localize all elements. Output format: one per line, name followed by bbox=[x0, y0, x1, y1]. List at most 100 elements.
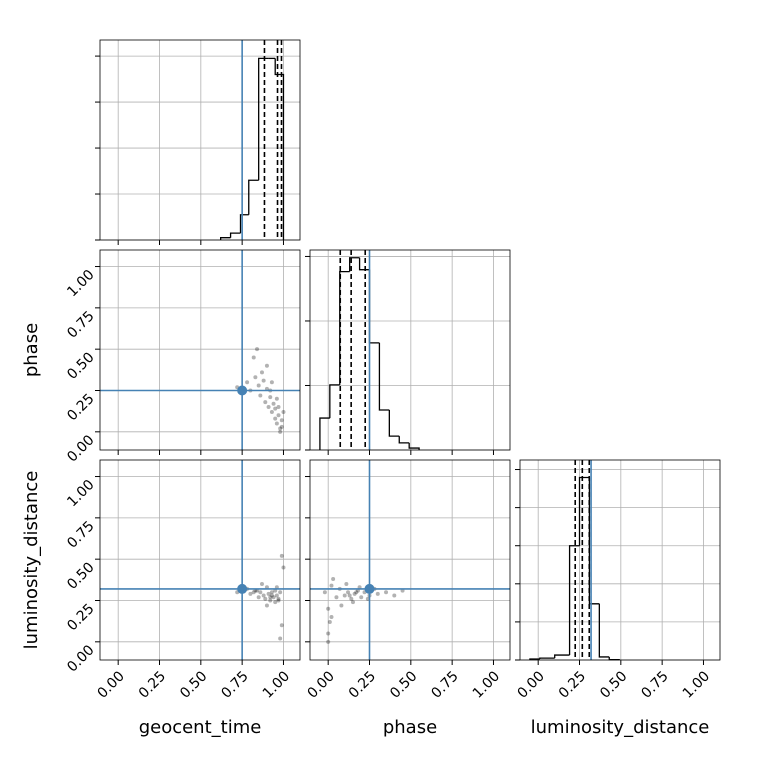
histogram-bin bbox=[578, 476, 590, 546]
sample-point bbox=[276, 413, 281, 418]
histogram-bin bbox=[319, 417, 330, 450]
panel-frame bbox=[519, 459, 721, 661]
sample-point bbox=[269, 409, 274, 414]
sample-point bbox=[273, 416, 278, 421]
sample-point bbox=[347, 593, 352, 598]
sample-point bbox=[266, 591, 271, 596]
sample-point bbox=[276, 596, 281, 601]
panel-frame bbox=[99, 249, 301, 451]
sample-point bbox=[349, 596, 354, 601]
histogram-bin bbox=[358, 257, 370, 271]
x-tick-label: 0.00 bbox=[514, 668, 547, 701]
sample-point bbox=[276, 405, 281, 410]
x-tick-label: 0.75 bbox=[218, 668, 251, 701]
sample-point bbox=[256, 595, 261, 600]
histogram-bin bbox=[554, 654, 570, 659]
y-tick-label: 1.00 bbox=[64, 477, 97, 510]
sample-point bbox=[339, 603, 344, 608]
x-tick-label: 0.25 bbox=[556, 668, 589, 701]
sample-point bbox=[326, 639, 331, 644]
x-tick-label: 0.00 bbox=[304, 668, 337, 701]
y-tick-label: 0.00 bbox=[64, 432, 97, 465]
sample-point bbox=[268, 598, 273, 603]
y-tick-label: 0.75 bbox=[64, 518, 97, 551]
sample-point bbox=[326, 606, 331, 611]
sample-point bbox=[274, 396, 279, 401]
panel-frame bbox=[99, 39, 301, 241]
histogram-bin bbox=[274, 58, 285, 240]
y-tick-label: 0.50 bbox=[64, 560, 97, 593]
sample-point bbox=[245, 380, 250, 385]
x-tick-label: 0.75 bbox=[428, 668, 461, 701]
sample-point bbox=[279, 623, 284, 628]
sample-point bbox=[248, 591, 253, 596]
sample-point bbox=[268, 395, 273, 400]
x-tick-label: 0.00 bbox=[94, 668, 127, 701]
sample-point bbox=[273, 406, 278, 411]
sample-point bbox=[258, 393, 263, 398]
sample-point bbox=[269, 593, 274, 598]
histogram-bin bbox=[220, 237, 231, 240]
sample-point bbox=[326, 631, 331, 636]
x-tick-label: 0.25 bbox=[136, 668, 169, 701]
truth-point bbox=[237, 385, 248, 396]
sample-point bbox=[354, 590, 359, 595]
panel-frame bbox=[99, 459, 301, 661]
x-axis-label: phase bbox=[383, 717, 437, 738]
histogram-bin bbox=[329, 384, 340, 419]
y-axis-label: luminosity_distance bbox=[21, 471, 42, 650]
sample-point bbox=[281, 565, 286, 570]
sample-point bbox=[269, 380, 274, 385]
sample-point bbox=[271, 595, 276, 600]
x-tick-label: 0.50 bbox=[597, 668, 630, 701]
histogram-bin bbox=[539, 657, 555, 660]
y-tick-label: 0.00 bbox=[64, 642, 97, 675]
sample-point bbox=[263, 596, 268, 601]
x-tick-label: 0.25 bbox=[346, 668, 379, 701]
sample-point bbox=[327, 619, 332, 624]
truth-point bbox=[237, 583, 248, 594]
sample-point bbox=[278, 429, 283, 434]
sample-point bbox=[264, 603, 269, 608]
sample-point bbox=[279, 553, 284, 558]
x-tick-label: 1.00 bbox=[470, 668, 503, 701]
y-tick-label: 0.25 bbox=[64, 391, 97, 424]
sample-point bbox=[276, 598, 281, 603]
sample-point bbox=[255, 347, 260, 352]
sample-point bbox=[274, 421, 279, 426]
x-tick-label: 0.75 bbox=[638, 668, 671, 701]
sample-point bbox=[264, 363, 269, 368]
histogram-bin bbox=[568, 545, 580, 656]
y-tick-label: 0.75 bbox=[64, 308, 97, 341]
sample-point bbox=[350, 600, 355, 605]
sample-point bbox=[384, 590, 389, 595]
sample-point bbox=[344, 581, 349, 586]
histogram-bin bbox=[258, 57, 269, 181]
histogram-bin bbox=[598, 603, 610, 658]
sample-point bbox=[322, 590, 327, 595]
sample-point bbox=[259, 370, 264, 375]
sample-point bbox=[271, 401, 276, 406]
sample-point bbox=[274, 593, 279, 598]
sample-point bbox=[278, 636, 283, 641]
sample-point bbox=[259, 581, 264, 586]
sample-point bbox=[268, 595, 273, 600]
sample-point bbox=[352, 591, 357, 596]
x-axis-label: geocent_time bbox=[139, 717, 262, 738]
histogram-bin bbox=[349, 257, 360, 272]
histogram-bin bbox=[408, 442, 420, 450]
sample-point bbox=[266, 405, 271, 410]
truth-point bbox=[364, 583, 375, 594]
y-axis-label: phase bbox=[21, 323, 42, 377]
sample-point bbox=[251, 355, 256, 360]
sample-point bbox=[334, 595, 339, 600]
histogram-bin bbox=[368, 269, 380, 344]
histogram-bin bbox=[239, 214, 249, 234]
sample-point bbox=[359, 595, 364, 600]
sample-point bbox=[258, 590, 263, 595]
x-tick-label: 0.50 bbox=[177, 668, 210, 701]
histogram-bin bbox=[229, 232, 241, 238]
sample-point bbox=[392, 593, 397, 598]
sample-point bbox=[375, 591, 380, 596]
